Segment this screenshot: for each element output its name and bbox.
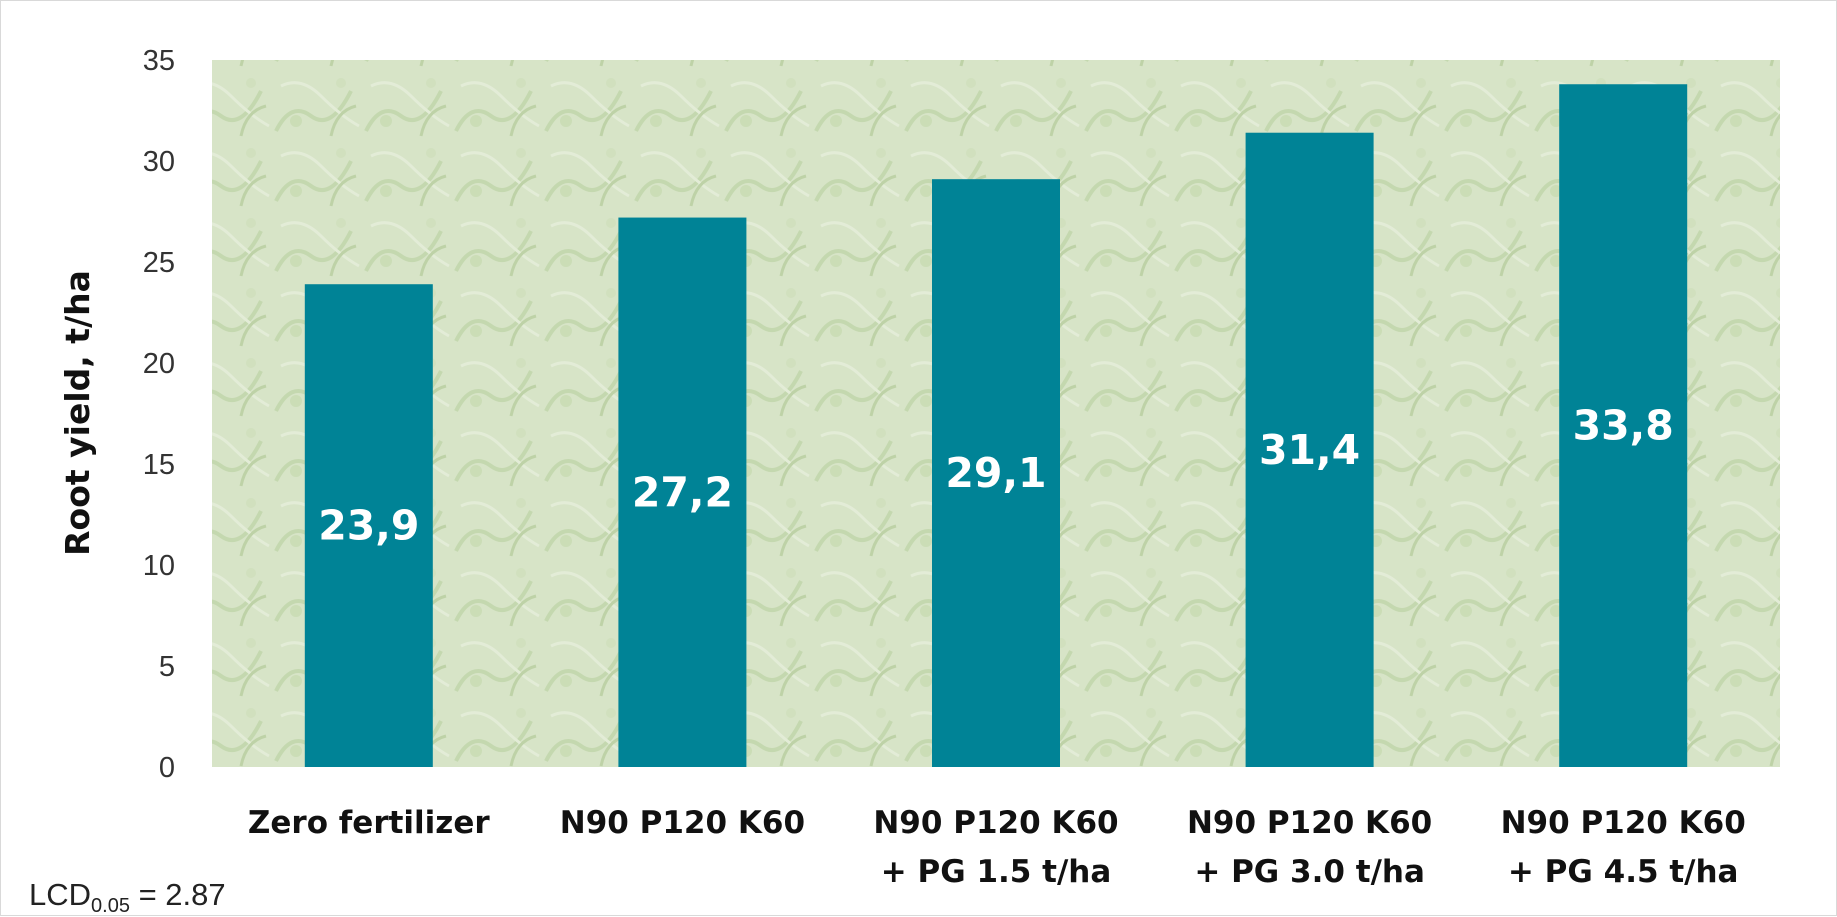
lcd-footnote: LCD0.05 = 2.87 <box>29 879 226 916</box>
category-label-line: N90 P120 K60 <box>1501 805 1746 841</box>
category-label-line: + PG 4.5 t/ha <box>1508 854 1739 890</box>
bar-3 <box>932 179 1060 767</box>
y-tick-label: 5 <box>159 651 175 683</box>
category-label-line: Zero fertilizer <box>248 805 490 841</box>
y-tick-label: 0 <box>159 752 175 784</box>
category-label-3: N90 P120 K60 + PG 1.5 t/ha <box>873 805 1118 890</box>
bar-1 <box>304 284 433 767</box>
category-label-line: N90 P120 K60 <box>1187 805 1432 841</box>
bar-5 <box>1559 84 1688 768</box>
data-label-2: 27,2 <box>632 468 733 516</box>
data-label-5: 33,8 <box>1573 402 1674 450</box>
category-label-line: + PG 3.0 t/ha <box>1194 854 1425 890</box>
data-label-4: 31,4 <box>1259 426 1360 474</box>
y-tick-label: 35 <box>143 45 175 77</box>
y-tick-label: 15 <box>143 449 175 481</box>
footnote-prefix: LCD <box>29 877 92 912</box>
y-tick-label: 30 <box>143 146 175 178</box>
category-label-line: N90 P120 K60 <box>873 805 1118 841</box>
data-label-3: 29,1 <box>945 449 1046 497</box>
category-label-5: N90 P120 K60 + PG 4.5 t/ha <box>1501 805 1746 890</box>
y-tick-label: 20 <box>143 348 175 380</box>
y-axis-title: Root yield, t/ha <box>58 270 97 556</box>
footnote-subscript: 0.05 <box>91 895 130 917</box>
bar-2 <box>618 217 747 767</box>
footnote-suffix: = 2.87 <box>129 877 226 912</box>
y-tick-label: 10 <box>143 550 175 582</box>
category-label-line: N90 P120 K60 <box>560 805 805 841</box>
y-tick-label: 25 <box>143 247 175 279</box>
category-label-line: + PG 1.5 t/ha <box>881 854 1112 890</box>
data-label-1: 23,9 <box>318 502 419 550</box>
category-label-1: Zero fertilizer <box>248 805 490 841</box>
bar-4 <box>1245 132 1374 768</box>
category-label-4: N90 P120 K60 + PG 3.0 t/ha <box>1187 805 1432 890</box>
category-label-2: N90 P120 K60 <box>560 805 805 841</box>
